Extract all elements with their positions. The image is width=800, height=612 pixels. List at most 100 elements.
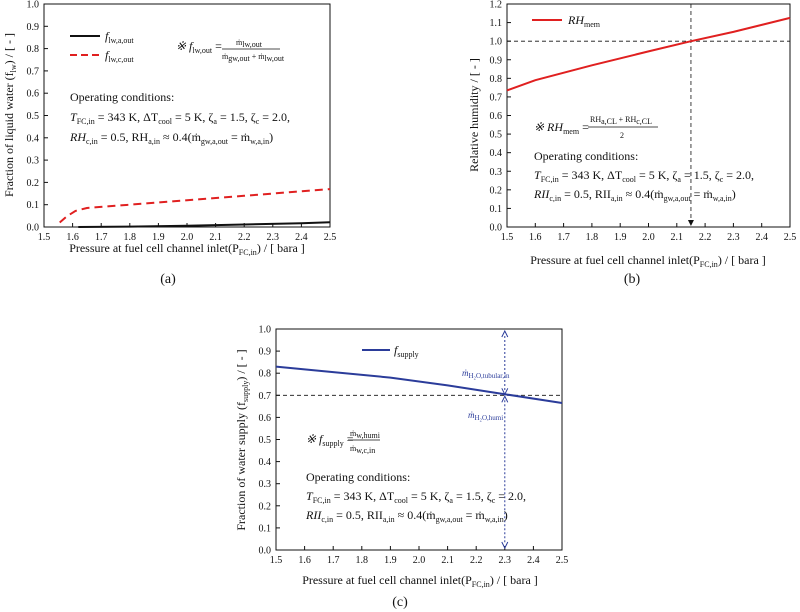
chart-b-ytick-label: 1.2 xyxy=(490,0,503,11)
chart-b-ytick-label: 0.1 xyxy=(490,204,503,215)
chart-a-xtick-label: 2.0 xyxy=(181,232,194,243)
chart-a-series-line-1 xyxy=(78,221,331,228)
chart-b-ytick-label: 1.0 xyxy=(490,37,503,48)
chart-c-ytick-label: 0.2 xyxy=(259,501,272,512)
chart-a-xtick-label: 1.6 xyxy=(66,232,79,243)
chart-a-caption: (a) xyxy=(160,272,176,287)
chart-b-formula: ※ RHmem = RHa,CL + RHc,CL 2 xyxy=(534,115,658,140)
svg-text:ṁw,c,in: ṁw,c,in xyxy=(350,444,375,455)
chart-c-xtick-label: 1.5 xyxy=(270,555,283,566)
chart-c-conditions: Operating conditions: TFC,in = 343 K, ΔT… xyxy=(305,470,526,524)
svg-text:Operating conditions:: Operating conditions: xyxy=(534,149,638,163)
chart-a-xtick-label: 2.4 xyxy=(295,232,308,243)
chart-b: 1.5 1.6 1.7 1.8 1.9 2.0 2.1 2.2 2.3 2.4 2.5 0.0 0.1 0… xyxy=(467,0,796,287)
svg-text:2: 2 xyxy=(620,131,624,140)
chart-c-ytick-label: 0.8 xyxy=(259,369,272,380)
chart-c-arrowhead-icon xyxy=(501,541,509,550)
chart-a-ytick-label: 0.0 xyxy=(27,223,40,234)
chart-b-ref-arrow-icon xyxy=(687,220,694,226)
svg-text:RIIc,in = 0.5, RIIa,in ≈ 0.4(ṁ: RIIc,in = 0.5, RIIa,in ≈ 0.4(ṁgw,a,out =… xyxy=(305,508,508,524)
svg-text:TFC,in = 343 K, ΔTcool = 5 K,: TFC,in = 343 K, ΔTcool = 5 K, ζa = 1.5, … xyxy=(70,110,290,126)
chart-b-ytick-label: 1.1 xyxy=(490,18,503,29)
chart-c-xtick-label: 2.1 xyxy=(441,555,454,566)
chart-a-ytick-label: 0.9 xyxy=(27,22,40,33)
chart-a-ytick-label: 0.5 xyxy=(27,111,40,122)
chart-c-note-tubular: ṁH₂O,tubular,in xyxy=(462,368,510,380)
chart-b-ytick-label: 0.7 xyxy=(490,92,503,103)
svg-text:※ fsupply =: ※ fsupply = xyxy=(306,432,354,448)
chart-c-ytick-label: 0.1 xyxy=(259,523,272,534)
chart-c-series-line-1 xyxy=(275,365,563,404)
chart-b-xtick-label: 1.8 xyxy=(586,232,599,243)
svg-text:RIIc,in = 0.5, RIIa,in ≈ 0.4(ṁ: RIIc,in = 0.5, RIIa,in ≈ 0.4(ṁgw,a,out =… xyxy=(533,187,736,203)
chart-c-note-humi: ṁH₂O,humi xyxy=(468,410,503,422)
chart-a-xtick-label: 1.5 xyxy=(38,232,51,243)
chart-a-xlabel: Pressure at fuel cell channel inlet(PFC,… xyxy=(69,241,305,257)
chart-c-ticks: 1.5 1.6 1.7 1.8 1.9 2.0 2.1 2.2 2.3 2.4 2.5 0.0 0.1 0… xyxy=(259,325,569,567)
chart-c-ytick-label: 0.0 xyxy=(259,546,272,557)
chart-a-ytick-label: 0.1 xyxy=(27,200,40,211)
chart-c-caption: (c) xyxy=(392,595,408,610)
chart-a-ytick-label: 0.2 xyxy=(27,178,40,189)
chart-a-ytick-label: 0.3 xyxy=(27,156,40,167)
chart-b-ytick-label: 0.4 xyxy=(490,148,503,159)
chart-c-ytick-label: 0.9 xyxy=(259,347,272,358)
chart-b-xtick-label: 2.2 xyxy=(699,232,712,243)
chart-a-xtick-label: 1.7 xyxy=(95,232,108,243)
chart-b-xtick-label: 2.0 xyxy=(642,232,655,243)
chart-b-ytick-label: 0.6 xyxy=(490,111,503,122)
svg-text:Operating conditions:: Operating conditions: xyxy=(306,470,410,484)
chart-b-xtick-label: 2.1 xyxy=(671,232,684,243)
chart-a-conditions: Operating conditions: TFC,in = 343 K, ΔT… xyxy=(69,90,290,146)
chart-a-formula: ※ flw,out = ṁlw,out ṁgw,out + ṁlw,out xyxy=(176,38,285,63)
chart-c-xtick-label: 2.3 xyxy=(499,555,512,566)
chart-a-series-line-2 xyxy=(59,188,331,224)
chart-c-ytick-label: 0.3 xyxy=(259,479,272,490)
chart-a-ytick-label: 0.6 xyxy=(27,89,40,100)
svg-text:※ flw,out =: ※ flw,out = xyxy=(176,39,222,55)
chart-b-ylabel: Relative humidity / [ - ] xyxy=(467,58,481,172)
chart-c-xlabel: Pressure at fuel cell channel inlet(PFC,… xyxy=(302,573,538,589)
chart-b-caption: (b) xyxy=(624,272,641,287)
chart-c-xtick-label: 1.7 xyxy=(327,555,340,566)
chart-a-ytick-label: 0.7 xyxy=(27,66,40,77)
chart-a-ticks: 1.5 1.6 1.7 1.8 1.9 2.0 2.1 2.2 2.3 2.4 2.5 0.0 0.1 0… xyxy=(27,0,337,243)
svg-text:ṁgw,out + ṁlw,out: ṁgw,out + ṁlw,out xyxy=(222,52,285,63)
svg-text:ṁlw,out: ṁlw,out xyxy=(236,38,263,49)
chart-c: 1.5 1.6 1.7 1.8 1.9 2.0 2.1 2.2 2.3 2.4 2.5 0.0 0.1 0… xyxy=(234,325,568,611)
svg-text:TFC,in = 343 K, ΔTcool = 5 K,: TFC,in = 343 K, ΔTcool = 5 K, ζa = 1.5, … xyxy=(534,168,754,184)
chart-c-ytick-label: 0.6 xyxy=(259,413,272,424)
svg-text:TFC,in = 343 K, ΔTcool = 5 K,: TFC,in = 343 K, ΔTcool = 5 K, ζa = 1.5, … xyxy=(306,489,526,505)
chart-a-xtick-label: 2.2 xyxy=(238,232,251,243)
chart-b-series-line-1 xyxy=(506,16,791,92)
chart-c-ytick-label: 0.5 xyxy=(259,435,272,446)
chart-a-ylabel: Fraction of liquid water (flw) / [ - ] xyxy=(2,33,18,197)
chart-a-xtick-label: 2.5 xyxy=(324,232,337,243)
chart-c-ytick-label: 0.7 xyxy=(259,391,272,402)
chart-a-legend-label-2: flw,c,out xyxy=(105,48,134,64)
chart-b-xtick-label: 2.3 xyxy=(727,232,740,243)
chart-a: 1.5 1.6 1.7 1.8 1.9 2.0 2.1 2.2 2.3 2.4 2.5 0.0 0.1 0… xyxy=(2,0,336,287)
svg-text:RHa,CL + RHc,CL: RHa,CL + RHc,CL xyxy=(590,115,652,126)
chart-a-series xyxy=(59,188,331,228)
chart-b-ytick-label: 0.0 xyxy=(490,223,503,234)
chart-c-series xyxy=(275,365,563,404)
chart-b-xtick-label: 2.4 xyxy=(755,232,768,243)
svg-text:Operating conditions:: Operating conditions: xyxy=(70,90,174,104)
chart-b-ticks: 1.5 1.6 1.7 1.8 1.9 2.0 2.1 2.2 2.3 2.4 2.5 0.0 0.1 0… xyxy=(490,0,797,243)
chart-b-ytick-label: 0.8 xyxy=(490,74,503,85)
chart-b-xlabel: Pressure at fuel cell channel inlet(PFC,… xyxy=(530,253,766,269)
chart-a-xtick-label: 1.9 xyxy=(152,232,165,243)
chart-b-ytick-label: 0.2 xyxy=(490,185,503,196)
chart-a-legend-label-1: flw,a,out xyxy=(105,29,134,45)
chart-b-xtick-label: 1.9 xyxy=(614,232,627,243)
chart-b-xtick-label: 2.5 xyxy=(784,232,797,243)
svg-text:RHc,in = 0.5, RHa,in ≈ 0.4(ṁgw: RHc,in = 0.5, RHa,in ≈ 0.4(ṁgw,a,out = ṁ… xyxy=(69,130,273,146)
chart-a-ytick-label: 1.0 xyxy=(27,0,40,11)
chart-c-formula: ※ fsupply = ṁw,humi ṁw,c,in xyxy=(306,429,381,455)
svg-text:ṁw,humi: ṁw,humi xyxy=(350,429,381,440)
chart-c-ytick-label: 0.4 xyxy=(259,457,272,468)
chart-a-xtick-label: 2.1 xyxy=(209,232,222,243)
chart-a-xtick-label: 1.8 xyxy=(124,232,137,243)
chart-b-reference-lines xyxy=(507,4,790,226)
